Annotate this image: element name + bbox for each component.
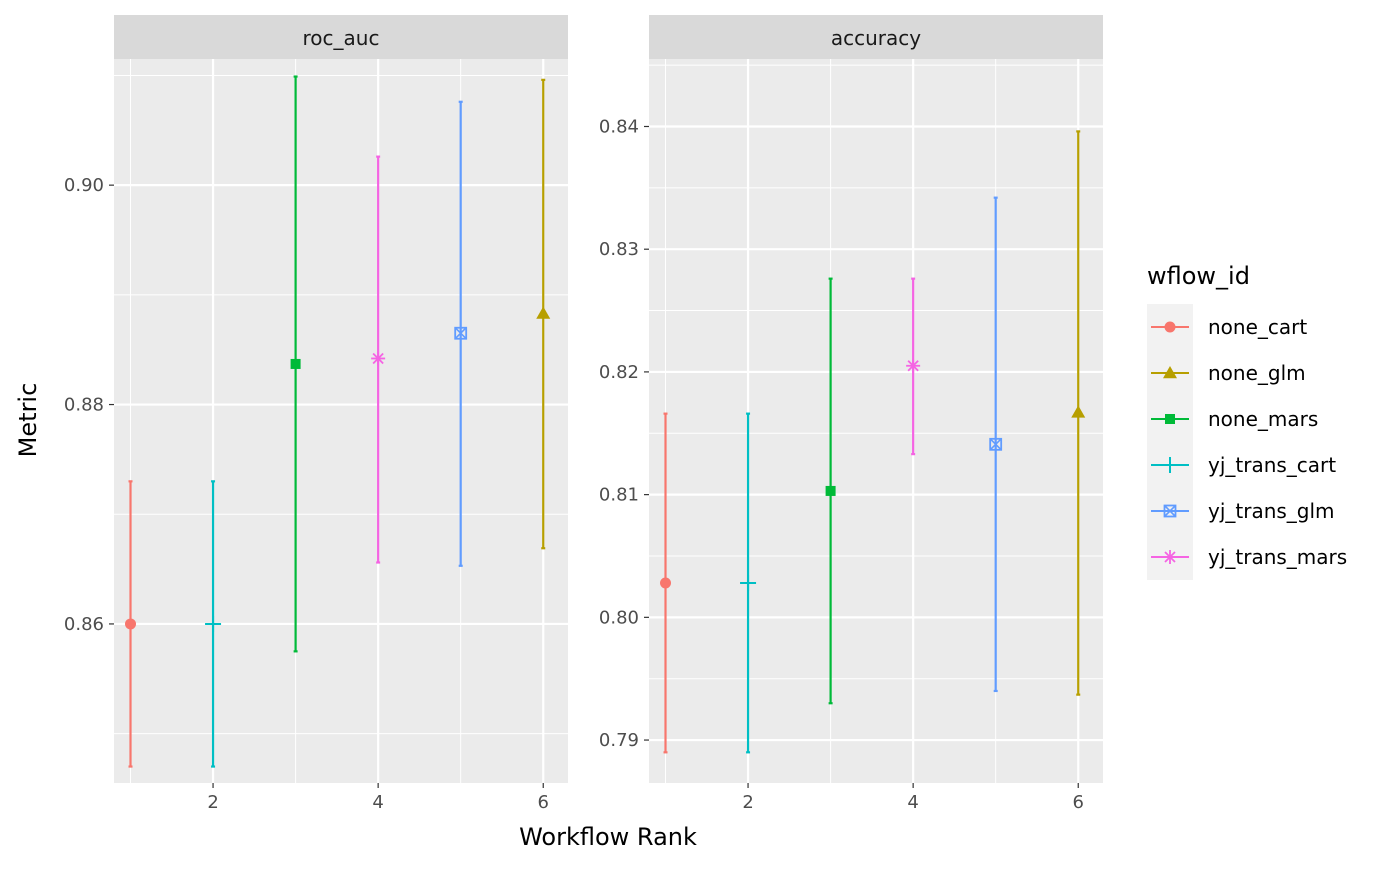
legend-item-none_mars: none_mars (1151, 407, 1318, 431)
legend-key-background (1147, 304, 1193, 580)
legend-item-none_cart: none_cart (1151, 315, 1307, 339)
facet-strip (114, 15, 568, 59)
panel-roc_auc: roc_auc 0.86 0.88 0.90 2 4 6 (64, 15, 568, 813)
facet-strip (649, 15, 1103, 59)
legend-label: yj_trans_glm (1208, 499, 1335, 523)
point-yj_trans_glm (454, 326, 468, 340)
point-yj_trans_cart (205, 615, 222, 632)
panel-accuracy: accuracy 0.79 0.80 0.81 0.82 0.83 0.84 2 4 6 (599, 15, 1103, 813)
point-none_mars (290, 358, 301, 369)
legend-label: none_cart (1208, 315, 1307, 339)
y-tick-label: 0.80 (599, 607, 639, 628)
legend-label: yj_trans_cart (1208, 453, 1336, 477)
panel-background (114, 59, 568, 783)
legend-label: yj_trans_mars (1208, 545, 1347, 569)
point-none_glm (536, 306, 551, 319)
y-tick-label: 0.81 (599, 485, 639, 506)
point-none_cart (660, 577, 672, 589)
y-tick-label: 0.88 (64, 395, 104, 416)
point-none_mars (825, 485, 836, 496)
facet-strip-label: roc_auc (303, 26, 380, 50)
y-tick-label: 0.84 (599, 116, 639, 137)
x-tick-label: 6 (1073, 792, 1084, 813)
x-tick-label: 2 (207, 792, 218, 813)
legend-item-none_glm: none_glm (1151, 361, 1306, 385)
legend-label: none_mars (1208, 407, 1318, 431)
y-tick-label: 0.83 (599, 239, 639, 260)
x-tick-label: 4 (907, 792, 918, 813)
point-yj_trans_mars (371, 351, 386, 366)
point-yj_trans_cart (740, 574, 757, 591)
legend-item-yj_trans_glm: yj_trans_glm (1151, 499, 1335, 523)
y-tick-label: 0.90 (64, 175, 104, 196)
point-none_glm (1071, 405, 1086, 418)
point-yj_trans_mars (906, 358, 921, 373)
point-none_cart (125, 618, 137, 630)
legend-item-yj_trans_mars: yj_trans_mars (1151, 545, 1347, 569)
y-axis-title: Metric (14, 383, 42, 458)
legend: none_cart none_glm none_mars yj_trans_carty… (1147, 304, 1347, 580)
y-tick-label: 0.82 (599, 362, 639, 383)
legend-label: none_glm (1208, 361, 1306, 385)
y-tick-label: 0.86 (64, 614, 104, 635)
legend-title: wflow_id (1147, 262, 1250, 290)
y-tick-label: 0.79 (599, 730, 639, 751)
point-yj_trans_glm (989, 437, 1003, 451)
facet-strip-label: accuracy (831, 26, 921, 50)
legend-item-yj_trans_cart: yj_trans_cart (1151, 453, 1336, 477)
x-tick-label: 6 (538, 792, 549, 813)
panel-background (649, 59, 1103, 783)
x-tick-label: 2 (742, 792, 753, 813)
x-tick-label: 4 (372, 792, 383, 813)
x-axis-title: Workflow Rank (519, 823, 697, 851)
